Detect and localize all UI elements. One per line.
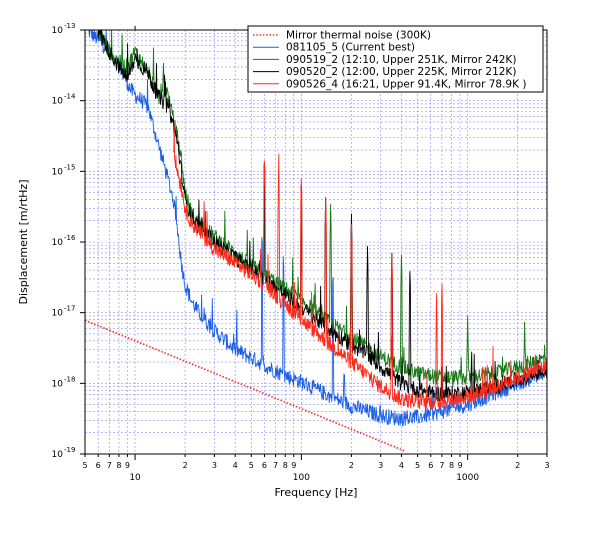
- legend-entry-label: 090520_2 (12:00, Upper 225K, Mirror 212K…: [286, 66, 516, 78]
- x-minor-tick-label: 7: [107, 461, 112, 470]
- x-axis-label: Frequency [Hz]: [275, 486, 358, 499]
- legend-entry-label: 081105_5 (Current best): [286, 42, 415, 54]
- y-tick-label: 10: [52, 379, 64, 389]
- legend-entry-label: Mirror thermal noise (300K): [286, 30, 431, 42]
- x-minor-tick-label: 6: [428, 461, 433, 470]
- legend-box: [247, 25, 544, 93]
- x-minor-tick-label: 2: [515, 461, 520, 470]
- x-minor-tick-label: 8: [283, 461, 288, 470]
- x-minor-tick-label: 2: [349, 461, 354, 470]
- legend: Mirror thermal noise (300K)081105_5 (Cur…: [247, 25, 544, 93]
- x-minor-tick-label: 9: [125, 461, 130, 470]
- x-minor-tick-label: 6: [262, 461, 267, 470]
- series-trace-line: [87, 29, 548, 427]
- x-minor-tick-label: 5: [415, 461, 420, 470]
- x-major-tick-label: 1000: [456, 473, 479, 483]
- y-axis-label: Displacement [m/rtHz]: [17, 179, 30, 304]
- x-minor-tick-label: 7: [439, 461, 444, 470]
- x-minor-tick-label: 5: [82, 461, 87, 470]
- x-minor-tick-label: 5: [249, 461, 254, 470]
- x-major-tick-label: 10: [129, 473, 141, 483]
- series-traces: [84, 29, 548, 452]
- x-minor-tick-label: 6: [96, 461, 101, 470]
- x-minor-tick-label: 3: [212, 461, 217, 470]
- x-minor-tick-label: 3: [378, 461, 383, 470]
- x-minor-tick-label: 7: [273, 461, 278, 470]
- series-trace-line: [97, 29, 548, 402]
- x-minor-tick-label: 4: [233, 461, 238, 470]
- x-major-tick-label: 100: [293, 473, 310, 483]
- y-tick-exponent: -14: [64, 93, 76, 101]
- y-tick-exponent: -17: [64, 305, 75, 313]
- y-tick-label: 10: [52, 26, 64, 36]
- legend-entry-label: 090526_4 (16:21, Upper 91.4K, Mirror 78.…: [286, 78, 526, 90]
- series-thermal-noise-line: [84, 319, 406, 452]
- y-tick-exponent: -13: [64, 22, 75, 30]
- x-minor-tick-label: 9: [457, 461, 462, 470]
- y-tick-label: 10: [52, 309, 64, 319]
- x-minor-tick-label: 3: [544, 461, 549, 470]
- x-minor-tick-label: 8: [449, 461, 454, 470]
- legend-entry-label: 090519_2 (12:10, Upper 251K, Mirror 242K…: [286, 54, 516, 66]
- y-tick-exponent: -19: [64, 446, 75, 454]
- x-minor-tick-label: 2: [183, 461, 188, 470]
- y-tick-exponent: -15: [64, 163, 75, 171]
- x-minor-tick-label: 4: [399, 461, 404, 470]
- y-tick-label: 10: [52, 238, 64, 248]
- y-tick-exponent: -16: [64, 234, 76, 242]
- y-tick-label: 10: [52, 97, 64, 107]
- x-minor-tick-label: 9: [291, 461, 296, 470]
- series-trace-line: [172, 123, 548, 410]
- y-tick-label: 10: [52, 450, 64, 460]
- y-tick-label: 10: [52, 167, 64, 177]
- x-minor-tick-label: 8: [116, 461, 121, 470]
- y-tick-exponent: -18: [64, 375, 75, 383]
